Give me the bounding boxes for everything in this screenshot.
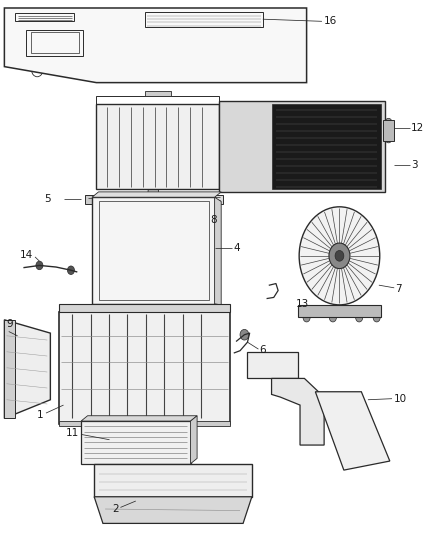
Polygon shape bbox=[94, 497, 252, 523]
Circle shape bbox=[80, 27, 99, 51]
Text: 1: 1 bbox=[37, 410, 44, 419]
Polygon shape bbox=[298, 305, 381, 317]
Text: 2: 2 bbox=[113, 504, 119, 514]
Text: 10: 10 bbox=[393, 394, 406, 403]
Text: 13: 13 bbox=[296, 299, 309, 309]
Circle shape bbox=[218, 408, 227, 418]
Circle shape bbox=[67, 266, 74, 274]
Text: 8: 8 bbox=[210, 215, 217, 225]
Polygon shape bbox=[85, 195, 105, 204]
Polygon shape bbox=[191, 416, 197, 464]
Polygon shape bbox=[219, 101, 385, 192]
Circle shape bbox=[61, 408, 70, 418]
Polygon shape bbox=[92, 192, 221, 197]
Polygon shape bbox=[383, 120, 394, 141]
Text: 3: 3 bbox=[411, 160, 417, 170]
Text: 4: 4 bbox=[233, 243, 240, 253]
Polygon shape bbox=[81, 416, 197, 421]
Circle shape bbox=[329, 313, 336, 322]
Polygon shape bbox=[81, 421, 191, 464]
Text: 11: 11 bbox=[66, 428, 79, 438]
Polygon shape bbox=[94, 464, 252, 497]
Circle shape bbox=[385, 118, 392, 127]
Circle shape bbox=[356, 313, 363, 322]
Text: 5: 5 bbox=[44, 195, 50, 204]
Polygon shape bbox=[4, 320, 15, 418]
Polygon shape bbox=[145, 91, 171, 96]
Polygon shape bbox=[92, 197, 215, 304]
Polygon shape bbox=[247, 352, 298, 378]
Polygon shape bbox=[59, 312, 230, 424]
Polygon shape bbox=[4, 8, 307, 83]
Polygon shape bbox=[204, 195, 223, 204]
Circle shape bbox=[299, 207, 380, 305]
Text: 12: 12 bbox=[411, 123, 424, 133]
Polygon shape bbox=[59, 421, 230, 426]
Circle shape bbox=[303, 313, 310, 322]
Polygon shape bbox=[4, 320, 50, 418]
Polygon shape bbox=[272, 104, 381, 189]
Polygon shape bbox=[315, 392, 390, 470]
Polygon shape bbox=[59, 304, 230, 312]
Polygon shape bbox=[272, 378, 324, 445]
Circle shape bbox=[148, 185, 159, 198]
Circle shape bbox=[335, 251, 344, 261]
Text: 7: 7 bbox=[396, 284, 402, 294]
Circle shape bbox=[329, 243, 350, 269]
Circle shape bbox=[218, 317, 227, 328]
Circle shape bbox=[61, 317, 70, 328]
Polygon shape bbox=[215, 197, 221, 305]
Text: 9: 9 bbox=[7, 319, 13, 329]
Polygon shape bbox=[96, 104, 219, 189]
Circle shape bbox=[385, 134, 392, 143]
Text: 6: 6 bbox=[259, 345, 266, 355]
Text: 16: 16 bbox=[324, 17, 337, 26]
Circle shape bbox=[373, 313, 380, 322]
Circle shape bbox=[36, 261, 43, 270]
Text: 14: 14 bbox=[20, 251, 33, 260]
Polygon shape bbox=[131, 424, 171, 434]
Circle shape bbox=[240, 329, 249, 340]
